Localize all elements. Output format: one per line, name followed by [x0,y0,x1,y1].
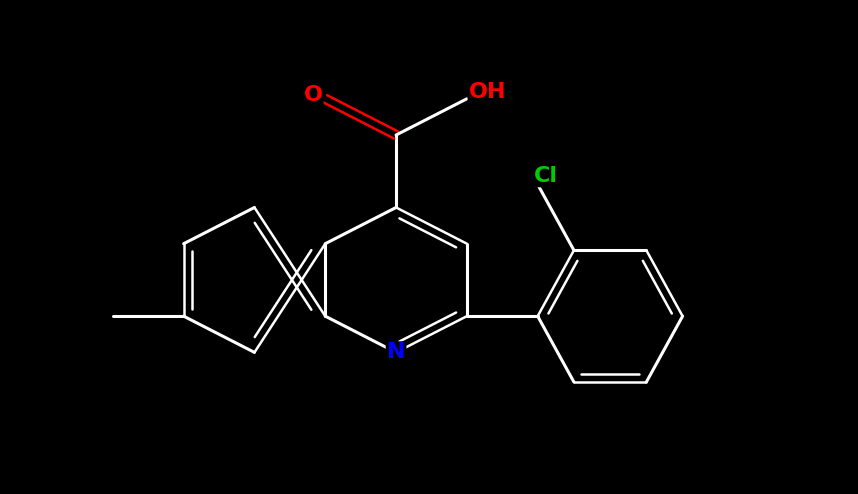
Text: OH: OH [468,82,506,102]
Text: O: O [304,84,323,105]
Text: N: N [387,342,405,363]
Text: Cl: Cl [534,166,558,186]
